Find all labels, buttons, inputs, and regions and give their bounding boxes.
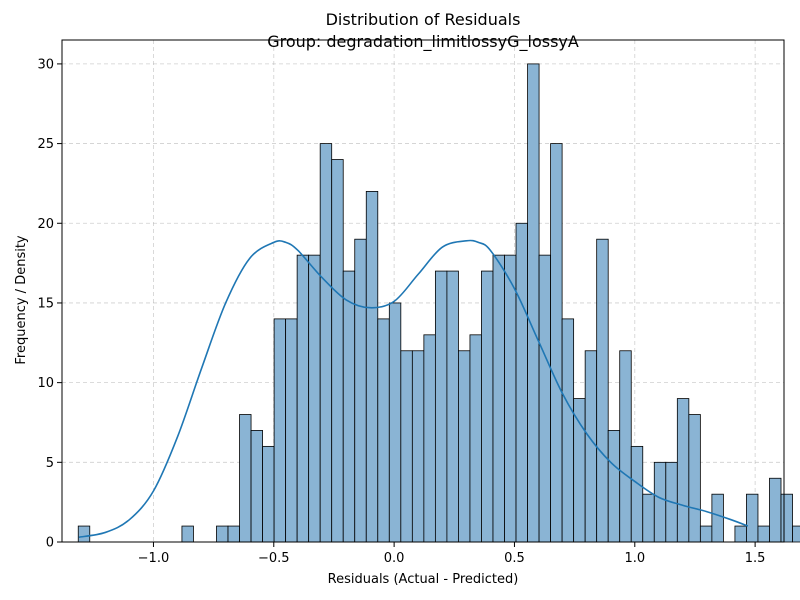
histogram-bar (619, 350, 632, 543)
histogram-bar (458, 350, 471, 543)
plot-frame (61, 39, 785, 543)
histogram-bar (550, 143, 563, 543)
histogram-bar (285, 318, 298, 543)
y-tick-label: 10 (37, 376, 54, 391)
histogram-bar (561, 318, 575, 543)
y-tick-label: 25 (37, 137, 54, 152)
x-tick-label: 1.0 (624, 551, 645, 566)
histogram-bar (746, 493, 759, 543)
histogram-bar (181, 525, 194, 543)
histogram-bar (688, 414, 701, 543)
histogram-bar (354, 238, 367, 543)
chart-subtitle: Group: degradation_limitlossyG_lossyA (267, 32, 579, 52)
histogram-bar (492, 254, 505, 543)
histogram-bar (423, 334, 436, 543)
y-tick-label: 15 (37, 296, 54, 311)
histogram-bar (377, 318, 390, 543)
histogram-bar (676, 398, 690, 543)
histogram-bar (757, 525, 770, 543)
histogram-bar (400, 350, 413, 543)
histogram-bar (331, 159, 344, 543)
histogram-bar (630, 445, 644, 543)
histogram-bar (469, 334, 482, 543)
ticks-layer: −1.0 −0.5 0.0 0.5 1.0 1.5 0 5 10 15 20 25 30 (37, 57, 765, 566)
histogram-bar (792, 525, 800, 543)
histogram-bar (388, 302, 402, 543)
x-tick-label: −0.5 (258, 551, 290, 566)
histogram-bar (250, 430, 263, 543)
x-axis-label: Residuals (Actual - Predicted) (328, 572, 519, 587)
histogram-bar (411, 350, 425, 543)
histogram-bar (319, 143, 333, 543)
histogram-bar (584, 350, 598, 543)
histogram-bar (365, 190, 379, 543)
y-tick-label: 0 (46, 536, 54, 551)
histogram-bar (538, 254, 551, 543)
histogram-bar (711, 493, 724, 543)
y-axis-label: Frequency / Density (14, 235, 29, 365)
histogram-bar (273, 318, 287, 543)
x-tick-label: 0.5 (504, 551, 525, 566)
histogram-bar (642, 493, 655, 543)
histogram-bar (699, 525, 713, 543)
histogram-bar (653, 461, 667, 543)
x-tick-label: 1.5 (745, 551, 766, 566)
y-tick-label: 30 (37, 57, 54, 72)
histogram-bar (296, 254, 310, 543)
histogram-bar (504, 254, 517, 543)
histogram-bar (527, 63, 540, 543)
bars-layer (77, 63, 800, 543)
y-tick-label: 20 (37, 217, 54, 232)
histogram-bar (342, 270, 356, 543)
x-tick-label: −1.0 (138, 551, 170, 566)
histogram-bar (446, 270, 459, 543)
histogram-bar (77, 525, 91, 543)
histogram-bar (607, 430, 621, 543)
histogram-bar (262, 445, 275, 543)
histogram-bar (596, 238, 609, 543)
histogram-bar (515, 222, 528, 543)
histogram-bar (216, 525, 229, 543)
y-tick-label: 5 (46, 456, 54, 471)
histogram-bar (780, 493, 793, 543)
histogram-bar (481, 270, 494, 543)
histogram-bar (239, 414, 252, 543)
histogram-bar (734, 525, 747, 543)
histogram-bar (769, 477, 782, 543)
chart-title: Distribution of Residuals (326, 10, 521, 29)
x-tick-label: 0.0 (384, 551, 405, 566)
histogram-bar (227, 525, 240, 543)
histogram-bar (573, 398, 586, 543)
histogram-bar (434, 270, 448, 543)
histogram-bar (308, 254, 321, 543)
kde-line (78, 239, 749, 539)
